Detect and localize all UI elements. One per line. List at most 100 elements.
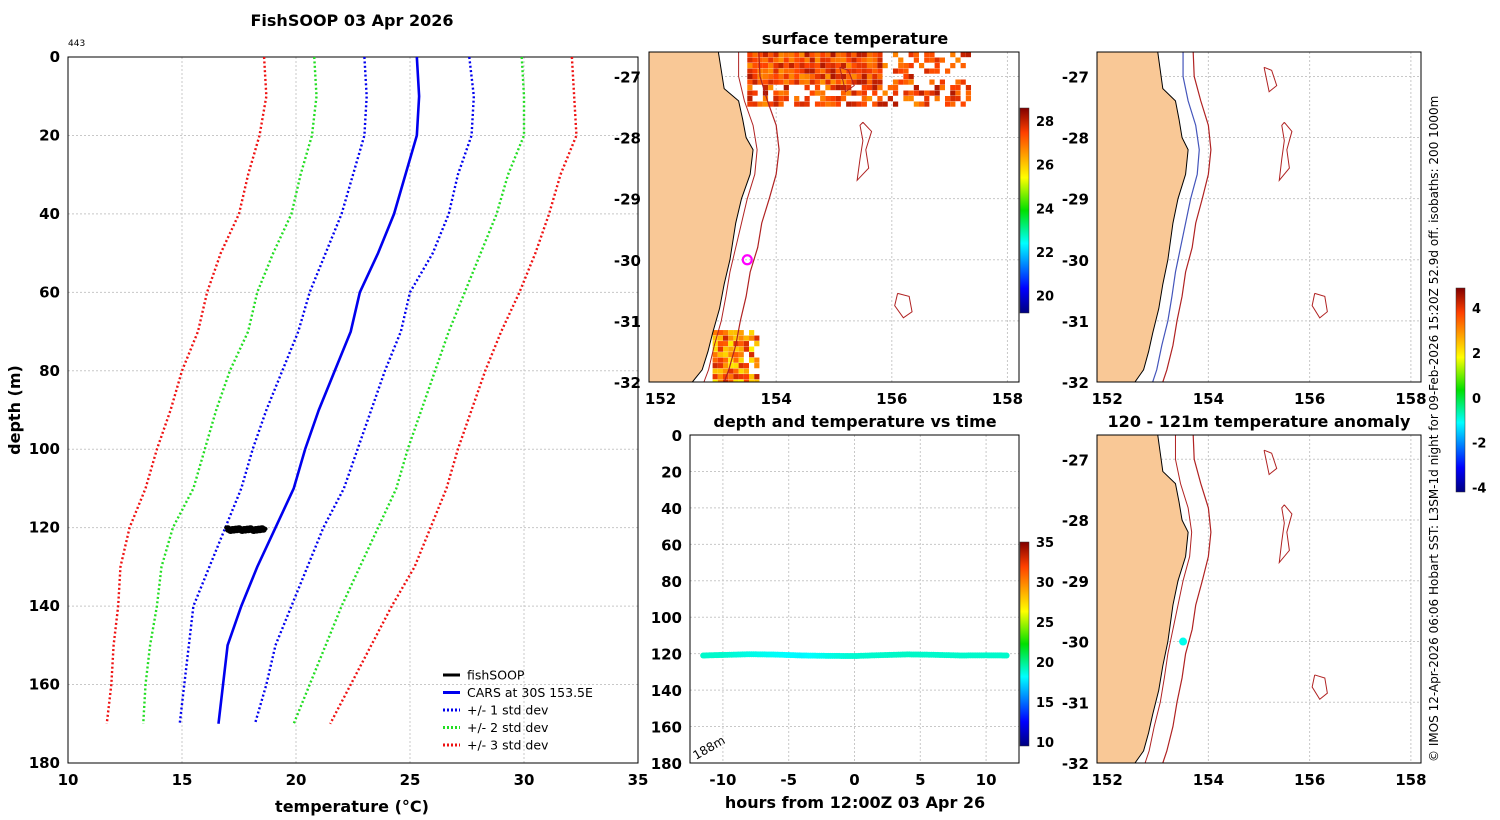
sst-cell [718, 385, 723, 390]
sst-cell [757, 57, 763, 63]
profile-ylabel: depth (m) [5, 365, 24, 455]
profile-legend: fishSOOP CARS at 30S 153.5E +/- 1 std dev +… [443, 668, 593, 753]
sst-cell [717, 346, 723, 352]
sst-cell [934, 63, 940, 69]
sst-cell [717, 330, 723, 336]
profile-ytick-label: 60 [39, 283, 60, 301]
sst-cell [934, 90, 940, 96]
sst-cell [768, 52, 774, 58]
sst-cell [752, 101, 758, 107]
land-polygon [1097, 52, 1189, 382]
sst-cell [846, 85, 852, 91]
sst-cell [882, 90, 888, 96]
profile-ytick-label: 160 [29, 676, 60, 694]
map-xtick-label: 154 [1193, 771, 1224, 789]
sst-cell [908, 96, 914, 102]
sst-cell [820, 79, 826, 85]
sst-cell [773, 57, 779, 63]
sst-cell [788, 79, 795, 85]
sst-cell [738, 374, 744, 380]
profile-ytick-label: 100 [29, 440, 60, 458]
sst-cell [840, 52, 847, 58]
sst-cell [752, 52, 758, 58]
sst-cell [924, 90, 930, 96]
sst-cell [804, 68, 810, 74]
sst-cell [733, 363, 739, 369]
sst-cell [747, 63, 753, 69]
sst-cell [950, 52, 956, 58]
profile-xtick-label: 10 [58, 771, 79, 789]
sst-cell [773, 52, 779, 58]
sst-cell [934, 68, 940, 74]
sst-cell [814, 52, 821, 58]
sst-cell [955, 90, 961, 96]
sst-cell [866, 96, 873, 102]
sst-cell [754, 374, 760, 380]
sst-cell [877, 96, 883, 102]
map-xtick-label: 154 [761, 390, 792, 408]
sst-cell [846, 90, 852, 96]
sst-cell [830, 63, 836, 69]
sst-cell [892, 52, 899, 58]
sst-cell [712, 374, 718, 380]
sst-cell [830, 85, 836, 91]
bathy-map-panel: 152 154 156 158 -27 -28 -29 -30 -31 -32 [1062, 51, 1427, 408]
sst-cell [809, 57, 815, 63]
map-ytick-label: -32 [614, 374, 641, 392]
profile-xtick-label: 35 [628, 771, 649, 789]
sst-cell [866, 85, 873, 91]
sst-cell [747, 57, 753, 63]
sst-cell [877, 101, 883, 107]
depth-time-colorbar-ticks: 10 15 20 25 30 35 [1036, 536, 1054, 751]
sst-cell [762, 57, 769, 63]
sst-cell [762, 96, 769, 102]
seamount-contour [839, 66, 855, 93]
profile-ytick-label: 80 [39, 362, 60, 380]
depth-time-ytick-label: 60 [661, 536, 682, 554]
sst-cell [804, 57, 810, 63]
sst-cell [820, 57, 826, 63]
sst-cell [950, 90, 956, 96]
sst-cell [747, 85, 753, 91]
sst-cell [955, 79, 961, 85]
profile-series-line [178, 56, 368, 724]
sst-cell [733, 379, 739, 382]
sst-cell [830, 96, 836, 102]
sst-cell [856, 79, 862, 85]
anomaly-colorbar [1455, 287, 1466, 493]
map-xtick-label: 154 [1193, 390, 1224, 408]
sst-cell [840, 85, 847, 91]
profile-axes-frame [67, 56, 639, 764]
anomaly-map-panel: 120 - 121m temperature anomaly 152 154 156… [1062, 287, 1486, 789]
sst-cell [872, 68, 878, 74]
sst-cell [747, 52, 753, 58]
sst-cell [939, 79, 945, 85]
sst-cell [924, 57, 930, 63]
sst-cell [754, 357, 760, 363]
depth-time-ytick-label: 120 [651, 646, 682, 664]
depth-time-xtick-label: -10 [709, 771, 736, 789]
sst-cell [778, 74, 784, 80]
anomaly-isobaths [1144, 435, 1328, 763]
sst-cell [877, 63, 883, 69]
profile-ytick-label: 40 [39, 205, 60, 223]
sst-cell [733, 346, 739, 352]
map-ytick-label: -29 [1062, 191, 1089, 209]
sst-cell [851, 90, 857, 96]
sst-cell [846, 74, 852, 80]
sst-cell [913, 90, 919, 96]
profile-ytick-label: 120 [29, 519, 60, 537]
sst-cell [757, 63, 763, 69]
sst-cell [913, 101, 919, 107]
profile-grid [68, 57, 638, 763]
sst-cell [835, 57, 841, 63]
sst-cell [712, 363, 718, 369]
depth-time-colorbar-tick: 20 [1036, 656, 1054, 671]
sst-cell [851, 52, 857, 58]
sst-cell [712, 346, 718, 352]
sst-cell [778, 96, 784, 102]
sst-cell [809, 52, 815, 58]
sst-cell [723, 368, 729, 374]
sst-cell [743, 379, 750, 382]
